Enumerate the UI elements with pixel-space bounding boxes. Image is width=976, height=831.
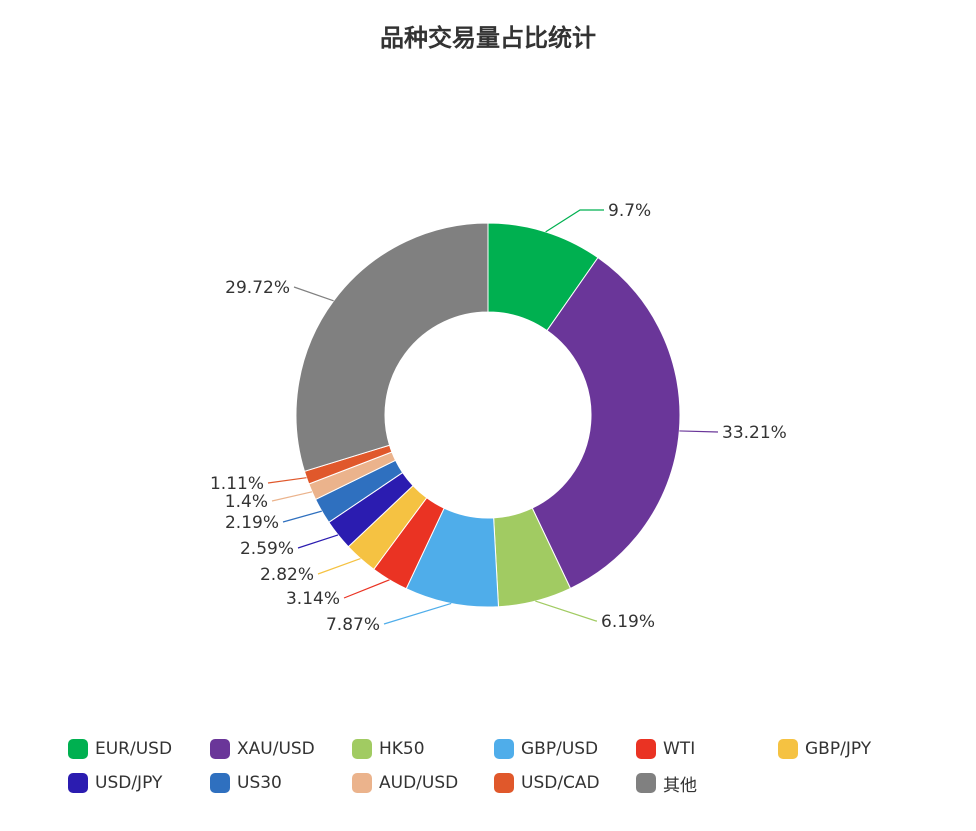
legend-swatch (68, 773, 88, 793)
legend-swatch (210, 739, 230, 759)
slice-percent-label: 2.59% (240, 539, 294, 559)
legend-item[interactable]: 其他 (636, 772, 697, 796)
legend-swatch (68, 739, 88, 759)
slice-percent-label: 33.21% (722, 423, 787, 443)
slice-percent-label: 1.4% (225, 492, 268, 512)
slice-percent-label: 29.72% (225, 278, 290, 298)
legend-label: 其他 (663, 775, 697, 796)
legend-swatch (636, 739, 656, 759)
leader-line (282, 510, 322, 523)
legend-swatch (494, 739, 514, 759)
donut-slice-xau-usd[interactable] (531, 256, 681, 590)
legend-label: USD/CAD (521, 773, 600, 793)
slice-percent-label: 7.87% (326, 615, 380, 635)
legend-item[interactable]: USD/CAD (494, 772, 600, 794)
legend-swatch (352, 739, 372, 759)
slice-percent-label: 3.14% (286, 589, 340, 609)
leader-line (317, 558, 361, 575)
legend-item[interactable]: WTI (636, 738, 695, 760)
slice-percent-label: 2.82% (260, 565, 314, 585)
donut-slice--[interactable] (295, 222, 489, 472)
slice-percent-label: 2.19% (225, 513, 279, 533)
leader-line (293, 286, 334, 302)
leader-line (535, 600, 597, 622)
legend-item[interactable]: GBP/JPY (778, 738, 871, 760)
legend-label: XAU/USD (237, 739, 315, 759)
slice-percent-label: 1.11% (210, 474, 264, 494)
leader-line (545, 209, 604, 233)
legend-swatch (636, 773, 656, 793)
legend-swatch (352, 773, 372, 793)
legend-swatch (494, 773, 514, 793)
legend-item[interactable]: GBP/USD (494, 738, 598, 760)
legend-item[interactable]: USD/JPY (68, 772, 162, 794)
slice-percent-label: 9.7% (608, 201, 651, 221)
legend-label: USD/JPY (95, 773, 163, 793)
legend-item[interactable]: XAU/USD (210, 738, 315, 760)
leader-line (343, 579, 390, 599)
leader-line (679, 430, 719, 433)
chart-title: 品种交易量占比统计 (380, 24, 596, 52)
legend-label: HK50 (379, 739, 425, 759)
donut-chart: 9.7% 33.21% 6.19% 7.87% 3.14% 2.82% 2.59% 2.19%… (210, 201, 787, 635)
legend-swatch (210, 773, 230, 793)
legend-item[interactable]: AUD/USD (352, 772, 458, 794)
legend-item[interactable]: EUR/USD (68, 738, 172, 760)
legend-label: GBP/USD (521, 739, 599, 759)
legend-label: EUR/USD (95, 739, 173, 759)
legend-item[interactable]: US30 (210, 772, 282, 794)
legend-label: WTI (663, 739, 696, 759)
slice-percent-label: 6.19% (601, 612, 655, 632)
legend-swatch (778, 739, 798, 759)
legend-label: US30 (237, 773, 282, 793)
leader-line (267, 477, 307, 484)
legend-label: GBP/JPY (805, 739, 872, 759)
leader-line (383, 602, 452, 625)
legend-item[interactable]: HK50 (352, 738, 425, 760)
legend-label: AUD/USD (379, 773, 459, 793)
leader-line (297, 534, 339, 549)
leader-line (271, 491, 313, 502)
